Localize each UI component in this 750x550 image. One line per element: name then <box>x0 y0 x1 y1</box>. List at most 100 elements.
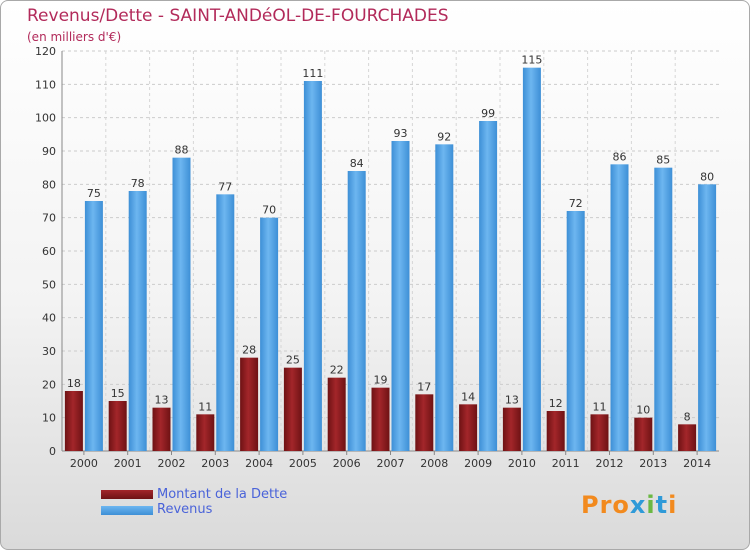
bar-debt-2010 <box>502 407 521 451</box>
bar-revenue-2000 <box>84 201 103 451</box>
axes: 0 10 20 30 40 50 60 70 80 90 100 110 120 2000 2001 2002… <box>35 45 719 470</box>
data-label-revenue-2013: 85 <box>656 154 670 167</box>
data-label-debt-2001: 15 <box>111 387 125 400</box>
data-label-debt-2006: 22 <box>330 364 344 377</box>
bar-revenue-2011 <box>566 211 585 451</box>
bar-debt-2013 <box>634 417 653 451</box>
data-label-debt-2000: 18 <box>67 377 81 390</box>
data-label-revenue-2009: 99 <box>481 107 495 120</box>
data-labels: 18 75 15 78 13 88 11 77 28 70 25 111 22 84 19 93 17 92 14 9… <box>67 54 714 424</box>
bar-debt-2000 <box>64 391 83 451</box>
data-label-revenue-2008: 92 <box>437 130 451 143</box>
legend-label-debt: Montant de la Dette <box>157 487 288 502</box>
x-tick-label: 2004 <box>245 457 273 470</box>
data-label-revenue-2005: 111 <box>302 67 323 80</box>
data-label-revenue-2000: 75 <box>87 187 101 200</box>
y-tick-label: 60 <box>42 245 56 258</box>
bar-revenue-2005 <box>303 81 322 451</box>
y-tick-label: 80 <box>42 178 56 191</box>
bar-revenue-2014 <box>698 184 717 452</box>
x-tick-label: 2013 <box>639 457 667 470</box>
data-label-revenue-2002: 88 <box>175 144 189 157</box>
legend-label-revenue: Revenus <box>157 502 213 517</box>
data-label-debt-2012: 11 <box>593 400 607 413</box>
y-tick-label: 100 <box>35 112 56 125</box>
bar-debt-2002 <box>152 407 171 451</box>
bar-revenue-2004 <box>260 217 279 451</box>
data-label-debt-2014: 8 <box>684 410 691 423</box>
x-tick-label: 2010 <box>508 457 536 470</box>
bar-debt-2008 <box>415 394 434 451</box>
data-label-revenue-2012: 86 <box>613 150 627 163</box>
bar-debt-2004 <box>240 357 259 451</box>
y-tick-label: 30 <box>42 345 56 358</box>
bar-revenue-2012 <box>610 164 629 452</box>
data-label-debt-2011: 12 <box>549 397 563 410</box>
bar-debt-2006 <box>327 377 346 451</box>
data-label-revenue-2004: 70 <box>262 204 276 217</box>
data-label-revenue-2011: 72 <box>569 197 583 210</box>
data-label-debt-2002: 13 <box>155 394 169 407</box>
y-tick-label: 90 <box>42 145 56 158</box>
bar-revenue-2009 <box>479 121 498 451</box>
bar-debt-2009 <box>459 404 478 451</box>
data-label-debt-2003: 11 <box>198 400 212 413</box>
x-tick-label: 2012 <box>596 457 624 470</box>
bar-debt-2007 <box>371 387 390 451</box>
chart-subtitle: (en milliers d'€) <box>27 30 122 44</box>
x-tick-label: 2000 <box>70 457 98 470</box>
bar-debt-2005 <box>283 367 302 451</box>
data-label-debt-2009: 14 <box>461 390 475 403</box>
data-label-revenue-2010: 115 <box>521 54 542 67</box>
bar-debt-2003 <box>196 414 215 451</box>
data-label-revenue-2006: 84 <box>350 157 364 170</box>
x-tick-label: 2005 <box>289 457 317 470</box>
y-tick-label: 20 <box>42 378 56 391</box>
data-label-debt-2010: 13 <box>505 394 519 407</box>
x-tick-label: 2008 <box>420 457 448 470</box>
data-label-debt-2007: 19 <box>374 374 388 387</box>
data-label-revenue-2003: 77 <box>218 180 232 193</box>
bar-revenue-2002 <box>172 157 191 451</box>
proxiti-logo: Proxiti <box>581 491 678 519</box>
y-tick-label: 110 <box>35 78 56 91</box>
bar-revenue-2001 <box>128 191 147 451</box>
legend-swatch-debt <box>101 490 153 499</box>
y-tick-label: 0 <box>49 445 56 458</box>
bar-debt-2012 <box>590 414 609 451</box>
bar-revenue-2013 <box>654 167 673 451</box>
x-tick-label: 2007 <box>377 457 405 470</box>
bars <box>64 67 717 452</box>
x-tick-label: 2001 <box>114 457 142 470</box>
y-tick-label: 10 <box>42 412 56 425</box>
bar-revenue-2006 <box>347 171 366 451</box>
bar-revenue-2010 <box>522 67 541 452</box>
x-tick-label: 2011 <box>552 457 580 470</box>
y-tick-label: 50 <box>42 278 56 291</box>
bar-debt-2011 <box>546 411 565 451</box>
y-tick-label: 40 <box>42 312 56 325</box>
bar-debt-2014 <box>678 424 697 451</box>
x-tick-label: 2006 <box>333 457 361 470</box>
bar-debt-2001 <box>108 401 127 451</box>
y-tick-label: 70 <box>42 212 56 225</box>
data-label-debt-2013: 10 <box>636 404 650 417</box>
grid-lines <box>62 50 719 452</box>
x-tick-label: 2009 <box>464 457 492 470</box>
x-tick-label: 2002 <box>158 457 186 470</box>
x-tick-label: 2014 <box>683 457 711 470</box>
data-label-revenue-2001: 78 <box>131 177 145 190</box>
y-tick-label: 120 <box>35 45 56 58</box>
data-label-debt-2008: 17 <box>417 380 431 393</box>
data-label-debt-2004: 28 <box>242 344 256 357</box>
data-label-debt-2005: 25 <box>286 354 300 367</box>
data-label-revenue-2007: 93 <box>394 127 408 140</box>
data-label-revenue-2014: 80 <box>700 170 714 183</box>
x-tick-label: 2003 <box>201 457 229 470</box>
chart-title: Revenus/Dette - SAINT-ANDéOL-DE-FOURCHAD… <box>27 6 449 26</box>
bar-revenue-2008 <box>435 144 454 452</box>
bar-revenue-2007 <box>391 141 410 451</box>
bar-revenue-2003 <box>216 194 235 452</box>
